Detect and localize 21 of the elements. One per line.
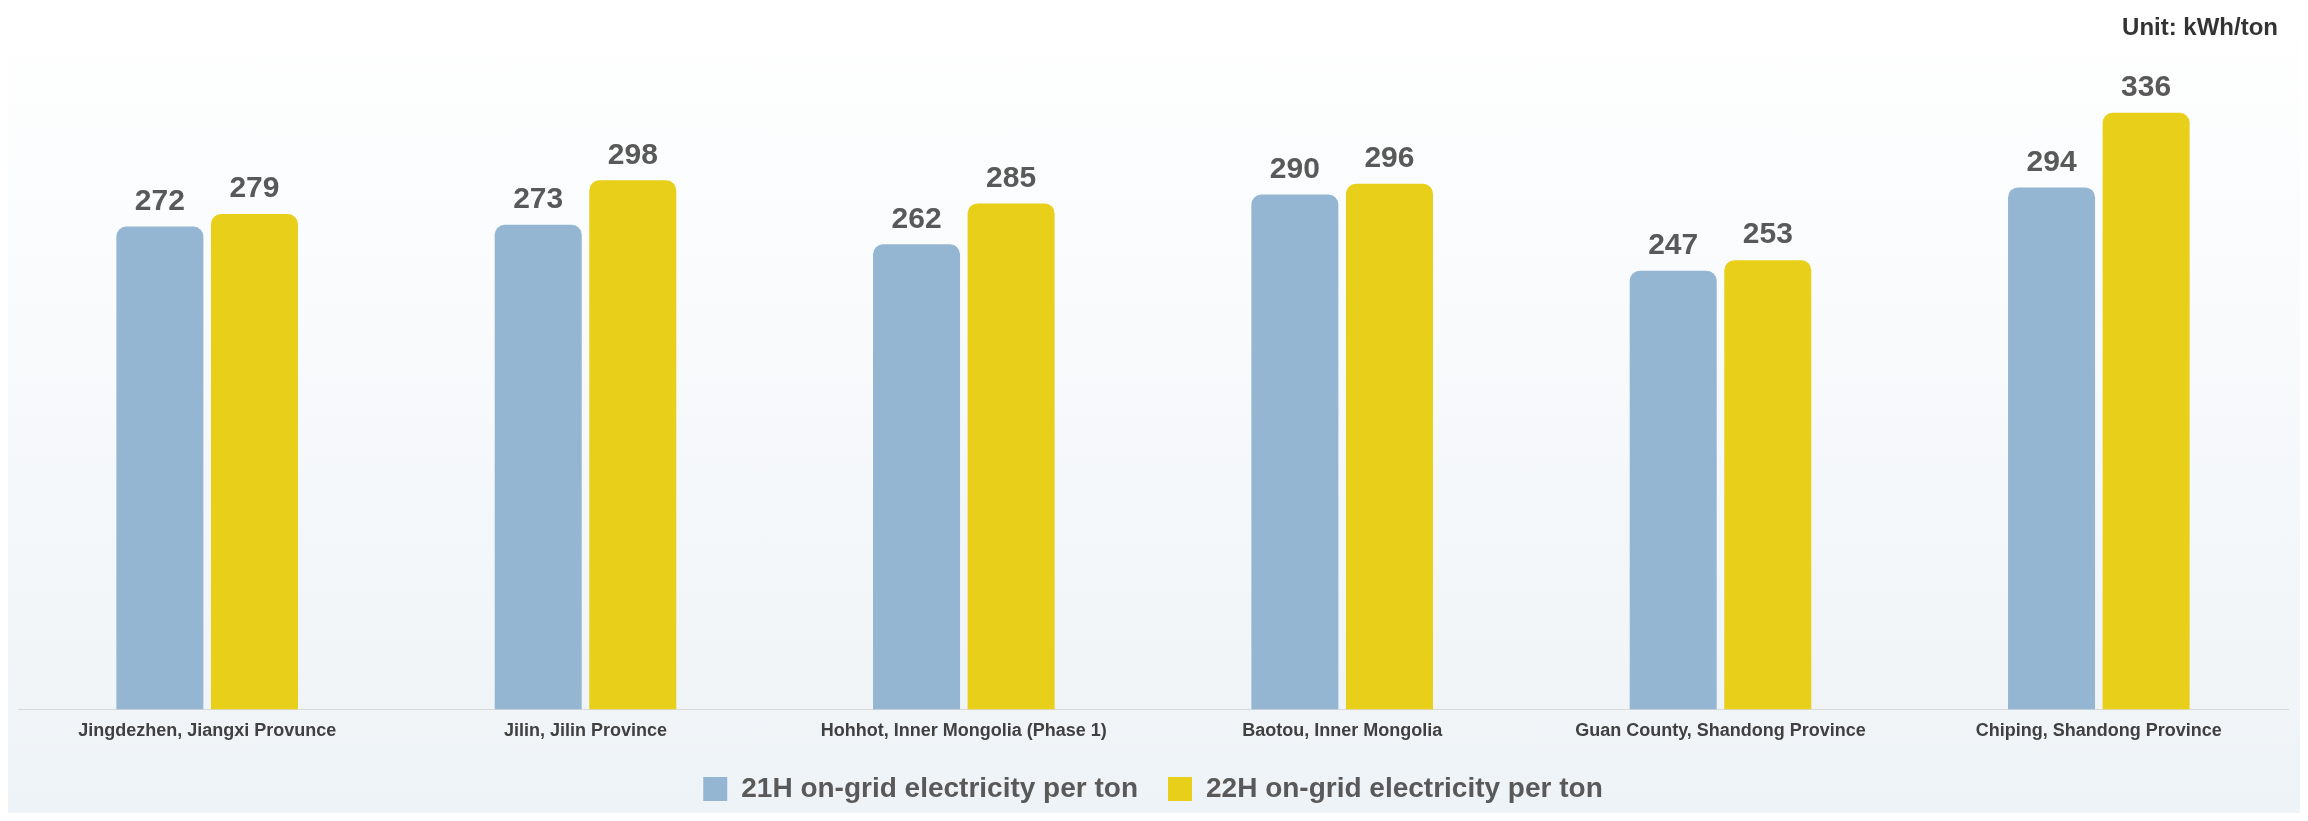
data-label: 336: [2121, 69, 2172, 103]
x-tick-label: Chiping, Shandong Province: [1975, 720, 2222, 741]
data-label: 296: [1364, 140, 1415, 174]
data-label: 285: [986, 159, 1037, 193]
legend-label: 21H on-grid electricity per ton: [741, 771, 1139, 803]
data-label: 247: [1648, 227, 1699, 261]
x-tick-label: Hohhot, Inner Mongolia (Phase 1): [820, 720, 1107, 741]
text: Unit: kWh/ton: [2122, 12, 2278, 40]
data-label: 262: [891, 200, 942, 234]
data-label: 298: [607, 136, 658, 170]
legend-label: 22H on-grid electricity per ton: [1206, 771, 1603, 803]
data-label: 279: [229, 170, 280, 204]
x-tick-label: Jilin, Jilin Province: [503, 720, 668, 741]
data-label: 290: [1269, 150, 1320, 184]
x-tick-label: Jingdezhen, Jiangxi Provunce: [78, 720, 337, 741]
data-label: 273: [513, 180, 564, 214]
data-label: 294: [2026, 143, 2077, 177]
data-label: 253: [1742, 216, 1793, 250]
x-tick-label: Guan County, Shandong Province: [1575, 720, 1866, 741]
data-label: 272: [134, 182, 185, 216]
x-tick-label: Baotou, Inner Mongolia: [1242, 720, 1444, 741]
